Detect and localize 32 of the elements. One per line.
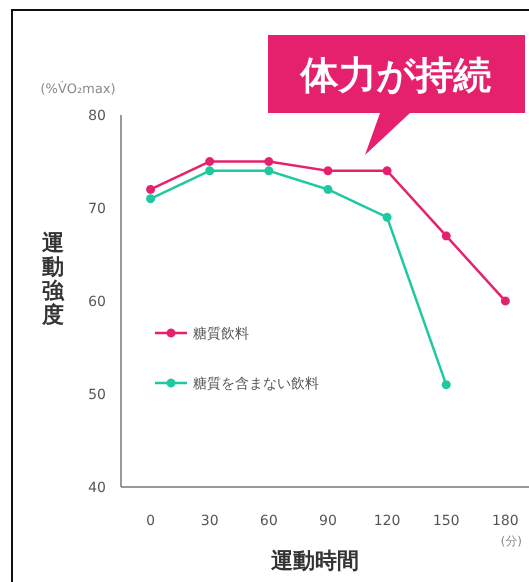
point [382,166,392,176]
y-tick-label: 40 [88,480,106,496]
point [382,212,392,222]
text: (分) [500,534,522,548]
x-tick-label: 90 [319,513,337,529]
point [500,296,510,306]
x-tick-label: 60 [260,513,278,529]
point [146,194,156,204]
x-axis-title: 運動時間 [271,549,359,574]
point [442,380,451,390]
legend-label: 糖質を含まない飲料 [193,376,319,392]
point [205,157,214,166]
x-tick-label: 30 [200,513,219,529]
y-tick-label: 80 [88,108,106,124]
point [205,166,214,176]
x-tick-label: 0 [146,513,156,529]
y-tick-label: 60 [88,294,106,310]
x-tick-label: 180 [492,513,519,529]
y-axis-title: 運動強度 [41,231,65,328]
point [264,166,274,176]
legend-label: 糖質飲料 [193,326,249,342]
point [146,184,156,194]
point [442,231,451,240]
x-tick-label: 120 [374,513,400,529]
y-tick-label: 70 [88,201,106,217]
point [323,184,332,194]
x-tick-label: 150 [432,513,460,529]
text: 体力が持続 [298,53,492,97]
text: (%V̇O₂max) [40,80,116,97]
point [264,157,274,166]
y-tick-label: 50 [88,387,106,403]
point [323,166,332,176]
